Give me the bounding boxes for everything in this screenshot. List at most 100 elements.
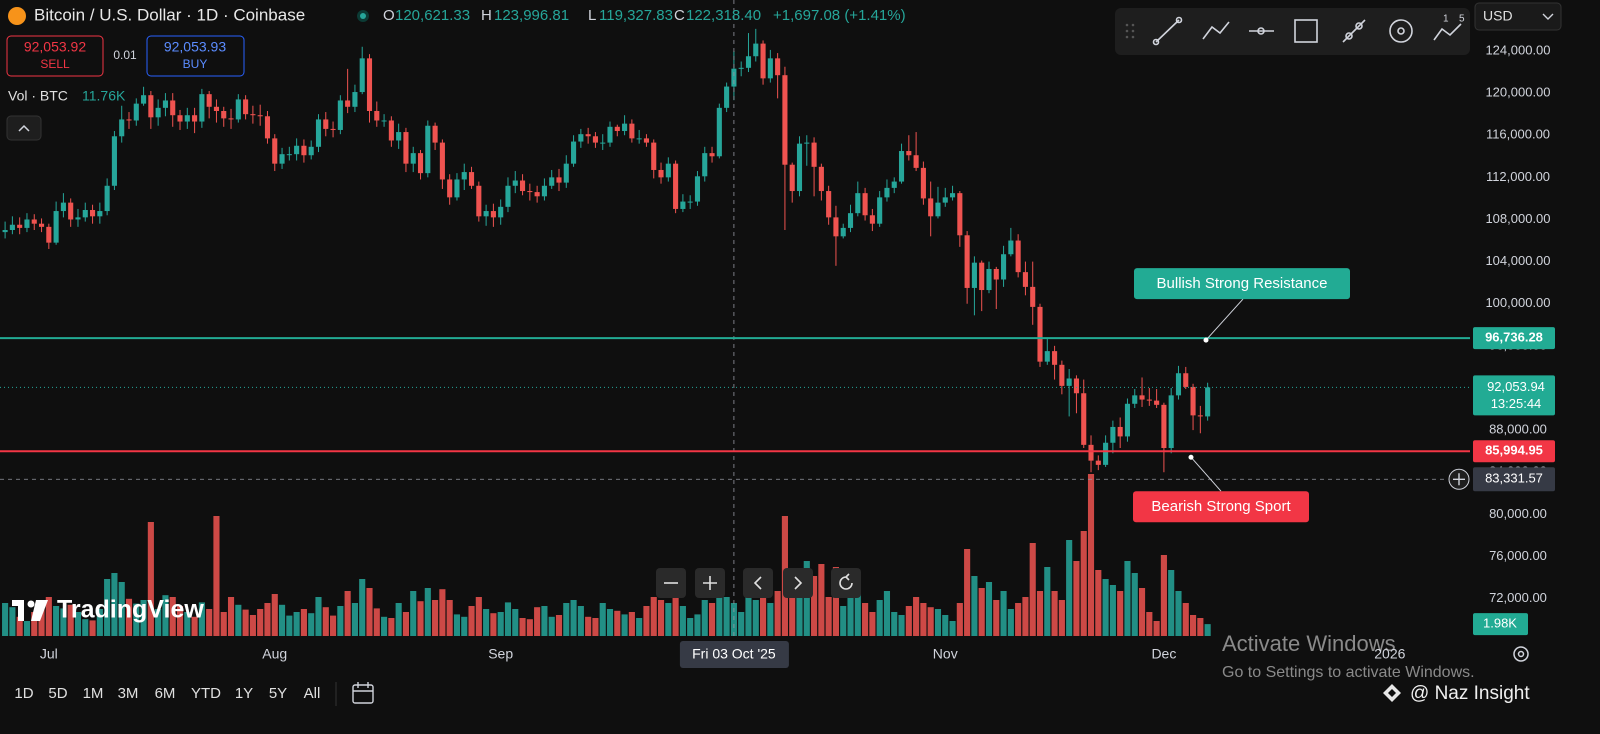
buy-button[interactable] (146, 35, 245, 77)
volume-bar (738, 612, 745, 636)
candle-body (177, 115, 183, 122)
currency-select[interactable] (1474, 2, 1562, 31)
volume-bar (162, 595, 169, 636)
date-range-icon[interactable] (352, 682, 374, 704)
volume-bar (220, 612, 227, 636)
volume-bar (1000, 591, 1007, 636)
candle-body (294, 145, 300, 155)
volume-bar (723, 597, 730, 636)
candle-body (957, 193, 963, 236)
timeframe-button[interactable]: 1D (14, 685, 33, 702)
logo-icon (12, 600, 48, 621)
volume-bar (942, 615, 949, 636)
volume-bar (883, 591, 891, 636)
candle-body (592, 136, 598, 143)
candle-body (1139, 395, 1145, 400)
ohlc-value: 120,621.33 (395, 7, 470, 24)
volume-bar (242, 609, 249, 636)
candle-body (498, 206, 504, 218)
y-tick-label: 100,000.00 (1485, 295, 1550, 310)
volume-legend-label: Vol · BTC (8, 88, 68, 104)
candle-body (935, 202, 941, 217)
volume-bar (694, 614, 701, 636)
candle-body (1030, 286, 1036, 307)
timeframe-button[interactable]: YTD (191, 685, 221, 702)
candle-body (840, 227, 846, 237)
candle-body (38, 223, 45, 227)
candle-body (673, 163, 679, 209)
callout-box (1134, 268, 1350, 300)
timeframe-button[interactable]: 1Y (235, 685, 253, 702)
volume-bar (125, 598, 133, 636)
candle-body (898, 151, 905, 182)
sell-button[interactable] (6, 35, 104, 77)
volume-bar (745, 594, 752, 636)
candle-body (60, 202, 66, 212)
candle-body (1037, 306, 1043, 362)
volume-bar (862, 603, 869, 636)
candle-body (760, 43, 766, 79)
volume-bar (388, 618, 395, 636)
candle-body (658, 169, 664, 178)
symbol: Bitcoin / U.S. Dollar · 1D · Coinbase (34, 5, 305, 24)
volume-bar (439, 589, 446, 636)
candle-body (680, 201, 686, 209)
volume-bar (526, 619, 533, 636)
candle-body (1205, 387, 1211, 417)
candle-body (556, 177, 562, 183)
candle-body (1059, 364, 1065, 386)
candle-body (24, 219, 30, 228)
candle-body (512, 180, 518, 186)
candle-body (199, 94, 205, 122)
volume-bar (286, 615, 293, 636)
timeframe-button[interactable]: 5Y (269, 685, 287, 702)
symbol-icon (8, 7, 26, 25)
candle-body (847, 213, 854, 228)
toolbar-icons[interactable] (1152, 16, 1462, 46)
timeframe-button[interactable]: 6M (155, 685, 176, 702)
timeframe-button[interactable]: 3M (118, 685, 139, 702)
volume-bar (592, 618, 599, 636)
volume-bar (133, 603, 140, 636)
volume-bar (1189, 615, 1197, 636)
volume-bar (118, 582, 125, 636)
volume-bar (512, 609, 519, 636)
volume-bar (446, 600, 453, 636)
candle-body (753, 43, 759, 57)
candle-body (1081, 393, 1087, 445)
candle-body (702, 153, 708, 177)
volume-last-box (1473, 613, 1528, 636)
settings-icon[interactable] (1513, 646, 1529, 662)
candle-body (250, 114, 256, 116)
candle-body (964, 235, 970, 288)
volume-bar (206, 609, 213, 636)
timeframe-button[interactable]: All (304, 685, 321, 702)
collapse-button[interactable] (6, 115, 42, 141)
volume-bar (628, 612, 635, 636)
volume-bar (111, 573, 118, 636)
zoom-controls[interactable] (656, 568, 861, 598)
timeframe-button[interactable]: 5D (48, 685, 67, 702)
candle-body (928, 198, 934, 217)
crosshair-date-box (679, 641, 789, 668)
volume-bar (1022, 597, 1029, 636)
candle-body (563, 163, 569, 183)
volume-bar (497, 612, 504, 636)
candle-body (796, 143, 803, 192)
buy-label: BUY (183, 57, 208, 71)
timeframe-button[interactable]: 1M (83, 685, 104, 702)
candle-body (694, 176, 701, 202)
candle-body (476, 185, 482, 217)
volume-last-label: 1.98K (1483, 616, 1517, 631)
volume-bar (555, 615, 563, 636)
last-price-label: 92,053.94 (1487, 379, 1545, 394)
candle-body (141, 95, 147, 104)
volume-bar (1095, 570, 1102, 636)
candle-body (53, 211, 59, 243)
watermark-settings: Go to Settings to activate Windows. (1222, 664, 1475, 681)
candle-body (1103, 442, 1109, 465)
x-tick-label: Dec (1151, 646, 1176, 662)
volume-bar (176, 606, 184, 636)
logo: TradingView (57, 596, 204, 624)
candle-body (862, 193, 868, 216)
